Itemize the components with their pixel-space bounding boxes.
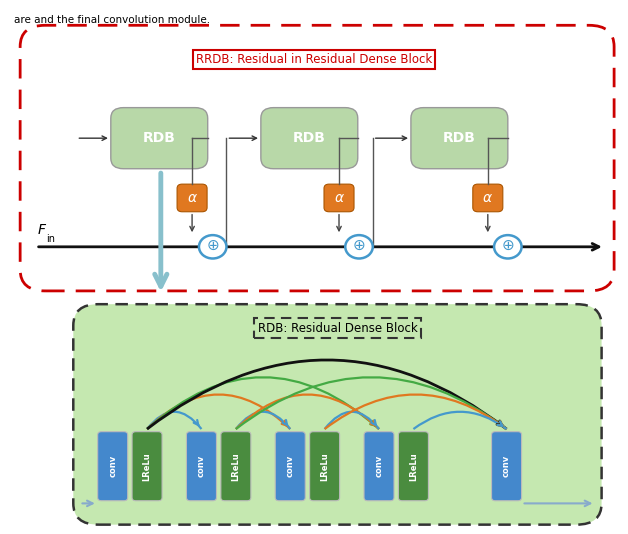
Text: conv: conv bbox=[374, 455, 384, 477]
Text: $\alpha$: $\alpha$ bbox=[187, 191, 198, 205]
FancyBboxPatch shape bbox=[20, 25, 614, 291]
Text: LReLu: LReLu bbox=[320, 452, 329, 481]
Text: LReLu: LReLu bbox=[143, 452, 151, 481]
Text: $\oplus$: $\oplus$ bbox=[501, 238, 514, 253]
Text: RDB: RDB bbox=[443, 131, 476, 145]
FancyBboxPatch shape bbox=[364, 431, 394, 501]
FancyBboxPatch shape bbox=[132, 431, 162, 501]
FancyBboxPatch shape bbox=[221, 431, 251, 501]
Text: $\alpha$: $\alpha$ bbox=[333, 191, 345, 205]
Text: RDB: Residual Dense Block: RDB: Residual Dense Block bbox=[258, 321, 418, 335]
Text: LReLu: LReLu bbox=[409, 452, 418, 481]
Text: $\oplus$: $\oplus$ bbox=[206, 238, 219, 253]
FancyBboxPatch shape bbox=[310, 431, 340, 501]
FancyBboxPatch shape bbox=[177, 184, 207, 212]
FancyBboxPatch shape bbox=[261, 108, 358, 169]
Text: conv: conv bbox=[502, 455, 511, 477]
Text: LReLu: LReLu bbox=[231, 452, 241, 481]
Circle shape bbox=[199, 235, 227, 258]
FancyBboxPatch shape bbox=[73, 304, 602, 524]
FancyBboxPatch shape bbox=[398, 431, 428, 501]
FancyBboxPatch shape bbox=[111, 108, 208, 169]
FancyBboxPatch shape bbox=[275, 431, 305, 501]
FancyBboxPatch shape bbox=[98, 431, 127, 501]
Text: conv: conv bbox=[286, 455, 295, 477]
FancyBboxPatch shape bbox=[187, 431, 217, 501]
Text: RDB: RDB bbox=[143, 131, 176, 145]
FancyBboxPatch shape bbox=[411, 108, 508, 169]
Text: $F$: $F$ bbox=[37, 223, 47, 237]
Text: RDB: RDB bbox=[293, 131, 326, 145]
Text: $\alpha$: $\alpha$ bbox=[482, 191, 493, 205]
Circle shape bbox=[345, 235, 373, 258]
Text: are and the final convolution module.: are and the final convolution module. bbox=[14, 14, 210, 25]
FancyBboxPatch shape bbox=[492, 431, 522, 501]
Text: RRDB: Residual in Residual Dense Block: RRDB: Residual in Residual Dense Block bbox=[196, 53, 432, 66]
Circle shape bbox=[494, 235, 522, 258]
Text: conv: conv bbox=[108, 455, 117, 477]
Text: in: in bbox=[46, 234, 55, 244]
Text: conv: conv bbox=[197, 455, 206, 477]
FancyBboxPatch shape bbox=[324, 184, 354, 212]
FancyBboxPatch shape bbox=[473, 184, 503, 212]
Text: $\oplus$: $\oplus$ bbox=[352, 238, 365, 253]
